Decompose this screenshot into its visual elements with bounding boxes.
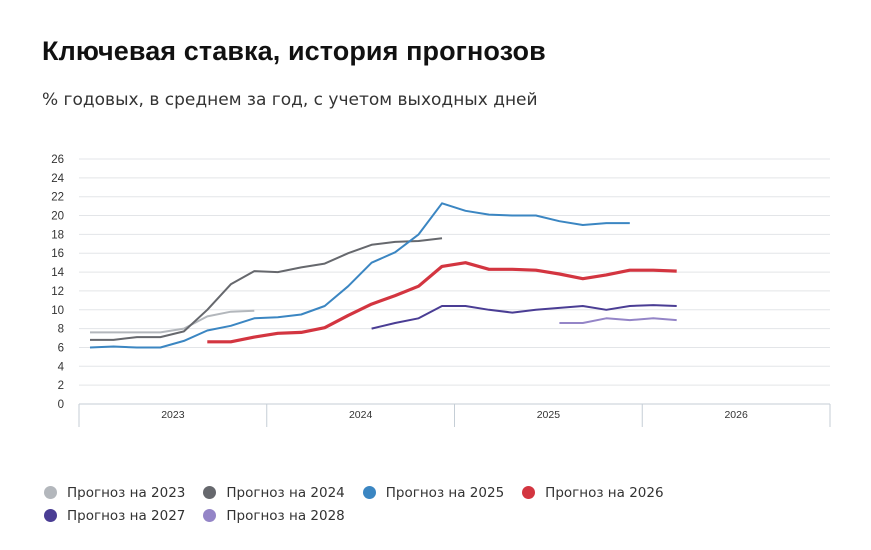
series-line-2026 — [207, 261, 677, 344]
legend-dot-icon — [362, 486, 376, 499]
legend-item[interactable]: Прогноз на 2028 — [203, 507, 345, 524]
legend-label: Прогноз на 2024 — [226, 484, 345, 501]
legend-item[interactable]: Прогноз на 2024 — [203, 484, 345, 501]
legend-row: Прогноз на 2023 Прогноз на 2024 Прогноз на… — [44, 481, 804, 504]
y-tick-label: 4 — [58, 361, 65, 373]
x-tick-label: 2025 — [537, 409, 561, 421]
series-lines — [89, 202, 677, 349]
x-tick-label: 2023 — [161, 409, 185, 421]
x-tick-label: 2024 — [349, 409, 373, 421]
y-tick-label: 22 — [51, 192, 64, 204]
legend-item[interactable]: Прогноз на 2023 — [44, 485, 185, 501]
y-tick-label: 12 — [51, 286, 64, 298]
y-tick-label: 26 — [51, 154, 64, 166]
legend-label: Прогноз на 2023 — [67, 484, 186, 501]
legend-item[interactable]: Прогноз на 2025 — [362, 484, 505, 501]
chart-subtitle: % годовых, в среднем за год, с учетом вы… — [42, 90, 538, 110]
series-line-2027 — [371, 304, 677, 330]
y-tick-label: 2 — [58, 380, 64, 392]
legend-item[interactable]: Прогноз на 2026 — [522, 484, 664, 501]
y-tick-label: 8 — [58, 324, 64, 336]
legend-dot-icon — [203, 486, 217, 499]
y-tick-label: 0 — [58, 399, 64, 411]
y-tick-label: 6 — [58, 342, 64, 354]
chart-title: Ключевая ставка, история прогнозов — [42, 36, 546, 66]
y-tick-label: 18 — [51, 229, 64, 241]
y-tick-label: 20 — [51, 211, 64, 223]
legend-dot-icon — [203, 509, 217, 522]
gridlines — [79, 158, 830, 386]
x-tick-label: 2026 — [724, 409, 748, 421]
legend-row: Прогноз на 2027 Прогноз на 2028 — [44, 504, 804, 527]
y-tick-label: 24 — [51, 173, 64, 185]
legend-dot-icon — [44, 486, 57, 499]
series-line-2024 — [90, 237, 443, 341]
y-tick-label: 16 — [51, 248, 64, 260]
legend-dot-icon — [522, 486, 536, 499]
x-axis: 2023 2024 2025 2026 — [78, 403, 831, 427]
legend-item[interactable]: Прогноз на 2027 — [44, 508, 185, 524]
series-line-2028 — [559, 317, 677, 324]
legend-dot-icon — [44, 509, 57, 522]
legend-label: Прогноз на 2026 — [545, 484, 664, 501]
y-tick-label: 10 — [51, 305, 64, 317]
y-tick-label: 14 — [51, 267, 64, 279]
series-line-2025 — [89, 202, 630, 349]
legend: Прогноз на 2023 Прогноз на 2024 Прогноз на… — [44, 481, 804, 527]
legend-label: Прогноз на 2028 — [226, 507, 345, 524]
legend-label: Прогноз на 2025 — [385, 484, 505, 501]
series-line-2023 — [90, 309, 255, 334]
legend-label: Прогноз на 2027 — [67, 507, 186, 524]
